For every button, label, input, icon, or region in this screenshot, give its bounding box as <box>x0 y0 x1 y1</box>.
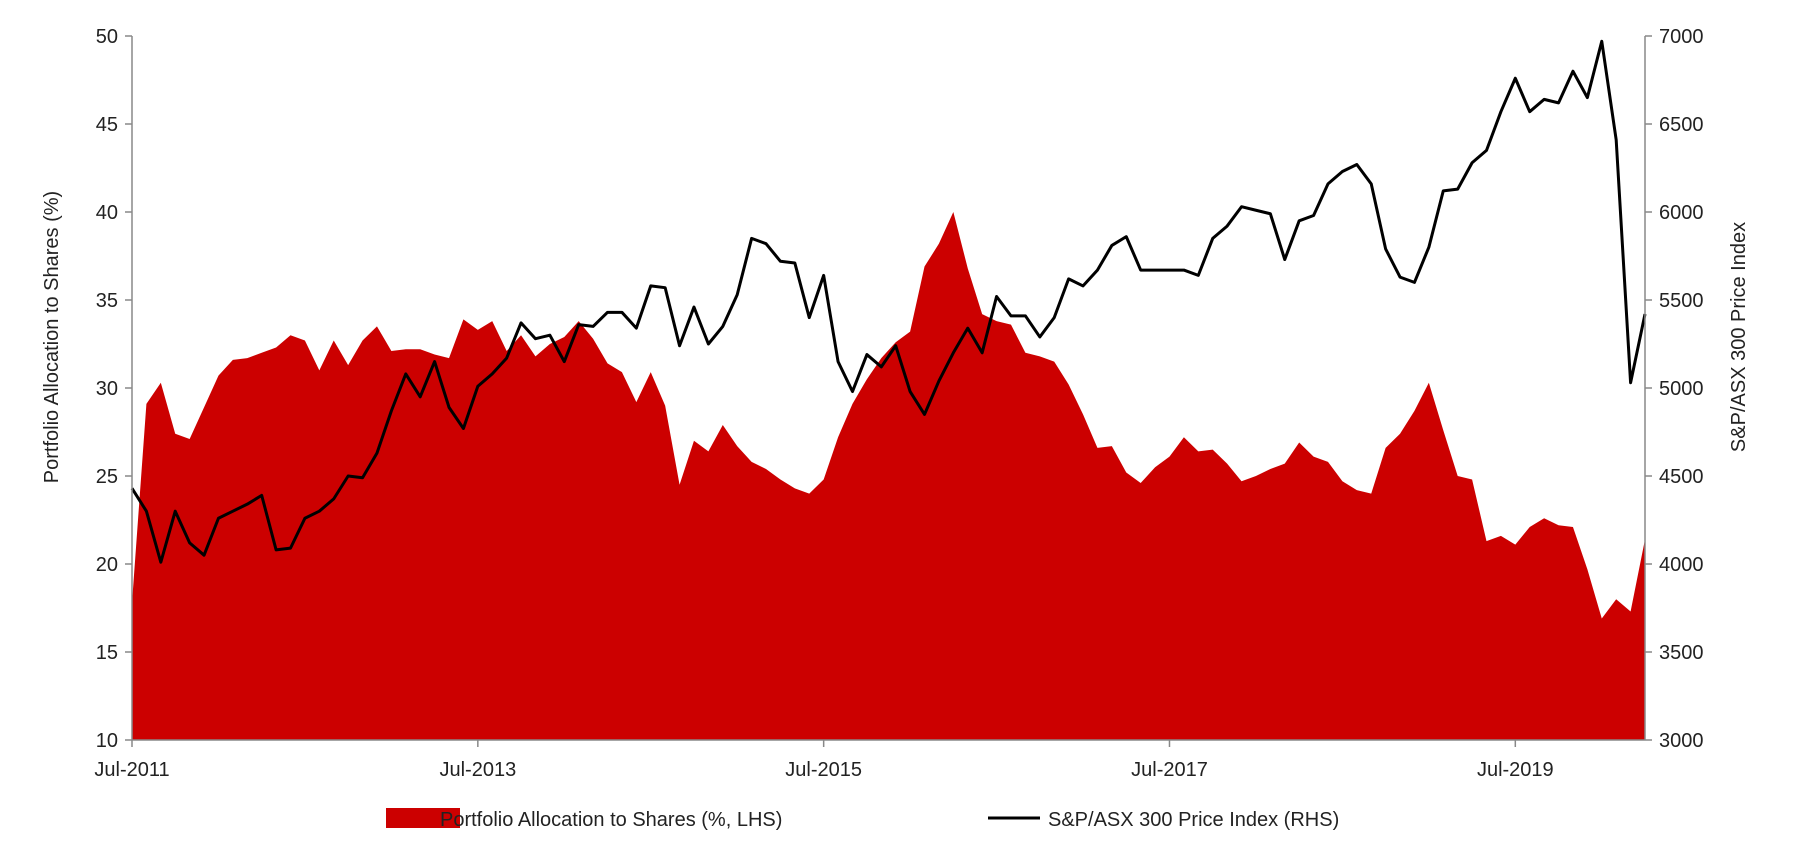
x-tick-label: Jul-2013 <box>439 759 516 781</box>
allocation-area <box>132 212 1645 740</box>
legend-label-allocation: Portfolio Allocation to Shares (%, LHS) <box>440 809 782 831</box>
x-axis-ticks: Jul-2011 Jul-2013 Jul-2015 Jul-2017 Jul-2019 <box>94 740 1554 781</box>
left-tick-label: 25 <box>96 466 118 488</box>
line-series-layer <box>130 39 1647 564</box>
legend-swatch-allocation <box>386 808 460 828</box>
right-tick-label: 6500 <box>1659 114 1704 136</box>
left-tick-label: 20 <box>96 554 118 576</box>
left-axis-title: Portfolio Allocation to Shares (%) <box>41 191 63 483</box>
x-tick-label: Jul-2019 <box>1477 759 1554 781</box>
right-tick-label: 5500 <box>1659 290 1704 312</box>
legend-label-index: S&P/ASX 300 Price Index (RHS) <box>1048 809 1339 831</box>
right-tick-label: 5000 <box>1659 378 1704 400</box>
x-tick-label: Jul-2011 <box>94 759 169 781</box>
right-tick-label: 4000 <box>1659 554 1704 576</box>
left-tick-label: 35 <box>96 290 118 312</box>
left-axis-ticks: 10 15 20 25 30 35 40 45 50 <box>96 26 132 752</box>
right-tick-label: 4500 <box>1659 466 1704 488</box>
left-tick-label: 10 <box>96 730 118 752</box>
left-tick-label: 50 <box>96 26 118 48</box>
chart-legend: Portfolio Allocation to Shares (%, LHS) … <box>386 808 1339 831</box>
x-tick-label: Jul-2017 <box>1131 759 1208 781</box>
left-tick-label: 40 <box>96 202 118 224</box>
left-tick-label: 45 <box>96 114 118 136</box>
left-tick-label: 15 <box>96 642 118 664</box>
area-series-layer <box>132 212 1645 740</box>
right-axis-ticks: 3000 3500 4000 4500 5000 5500 6000 6500 7000 <box>1645 26 1704 752</box>
right-tick-label: 3000 <box>1659 730 1704 752</box>
right-tick-label: 3500 <box>1659 642 1704 664</box>
left-tick-label: 30 <box>96 378 118 400</box>
right-tick-label: 7000 <box>1659 26 1704 48</box>
x-tick-label: Jul-2015 <box>785 759 862 781</box>
index-line <box>130 39 1647 564</box>
right-axis-title: S&P/ASX 300 Price Index <box>1728 222 1750 452</box>
right-tick-label: 6000 <box>1659 202 1704 224</box>
